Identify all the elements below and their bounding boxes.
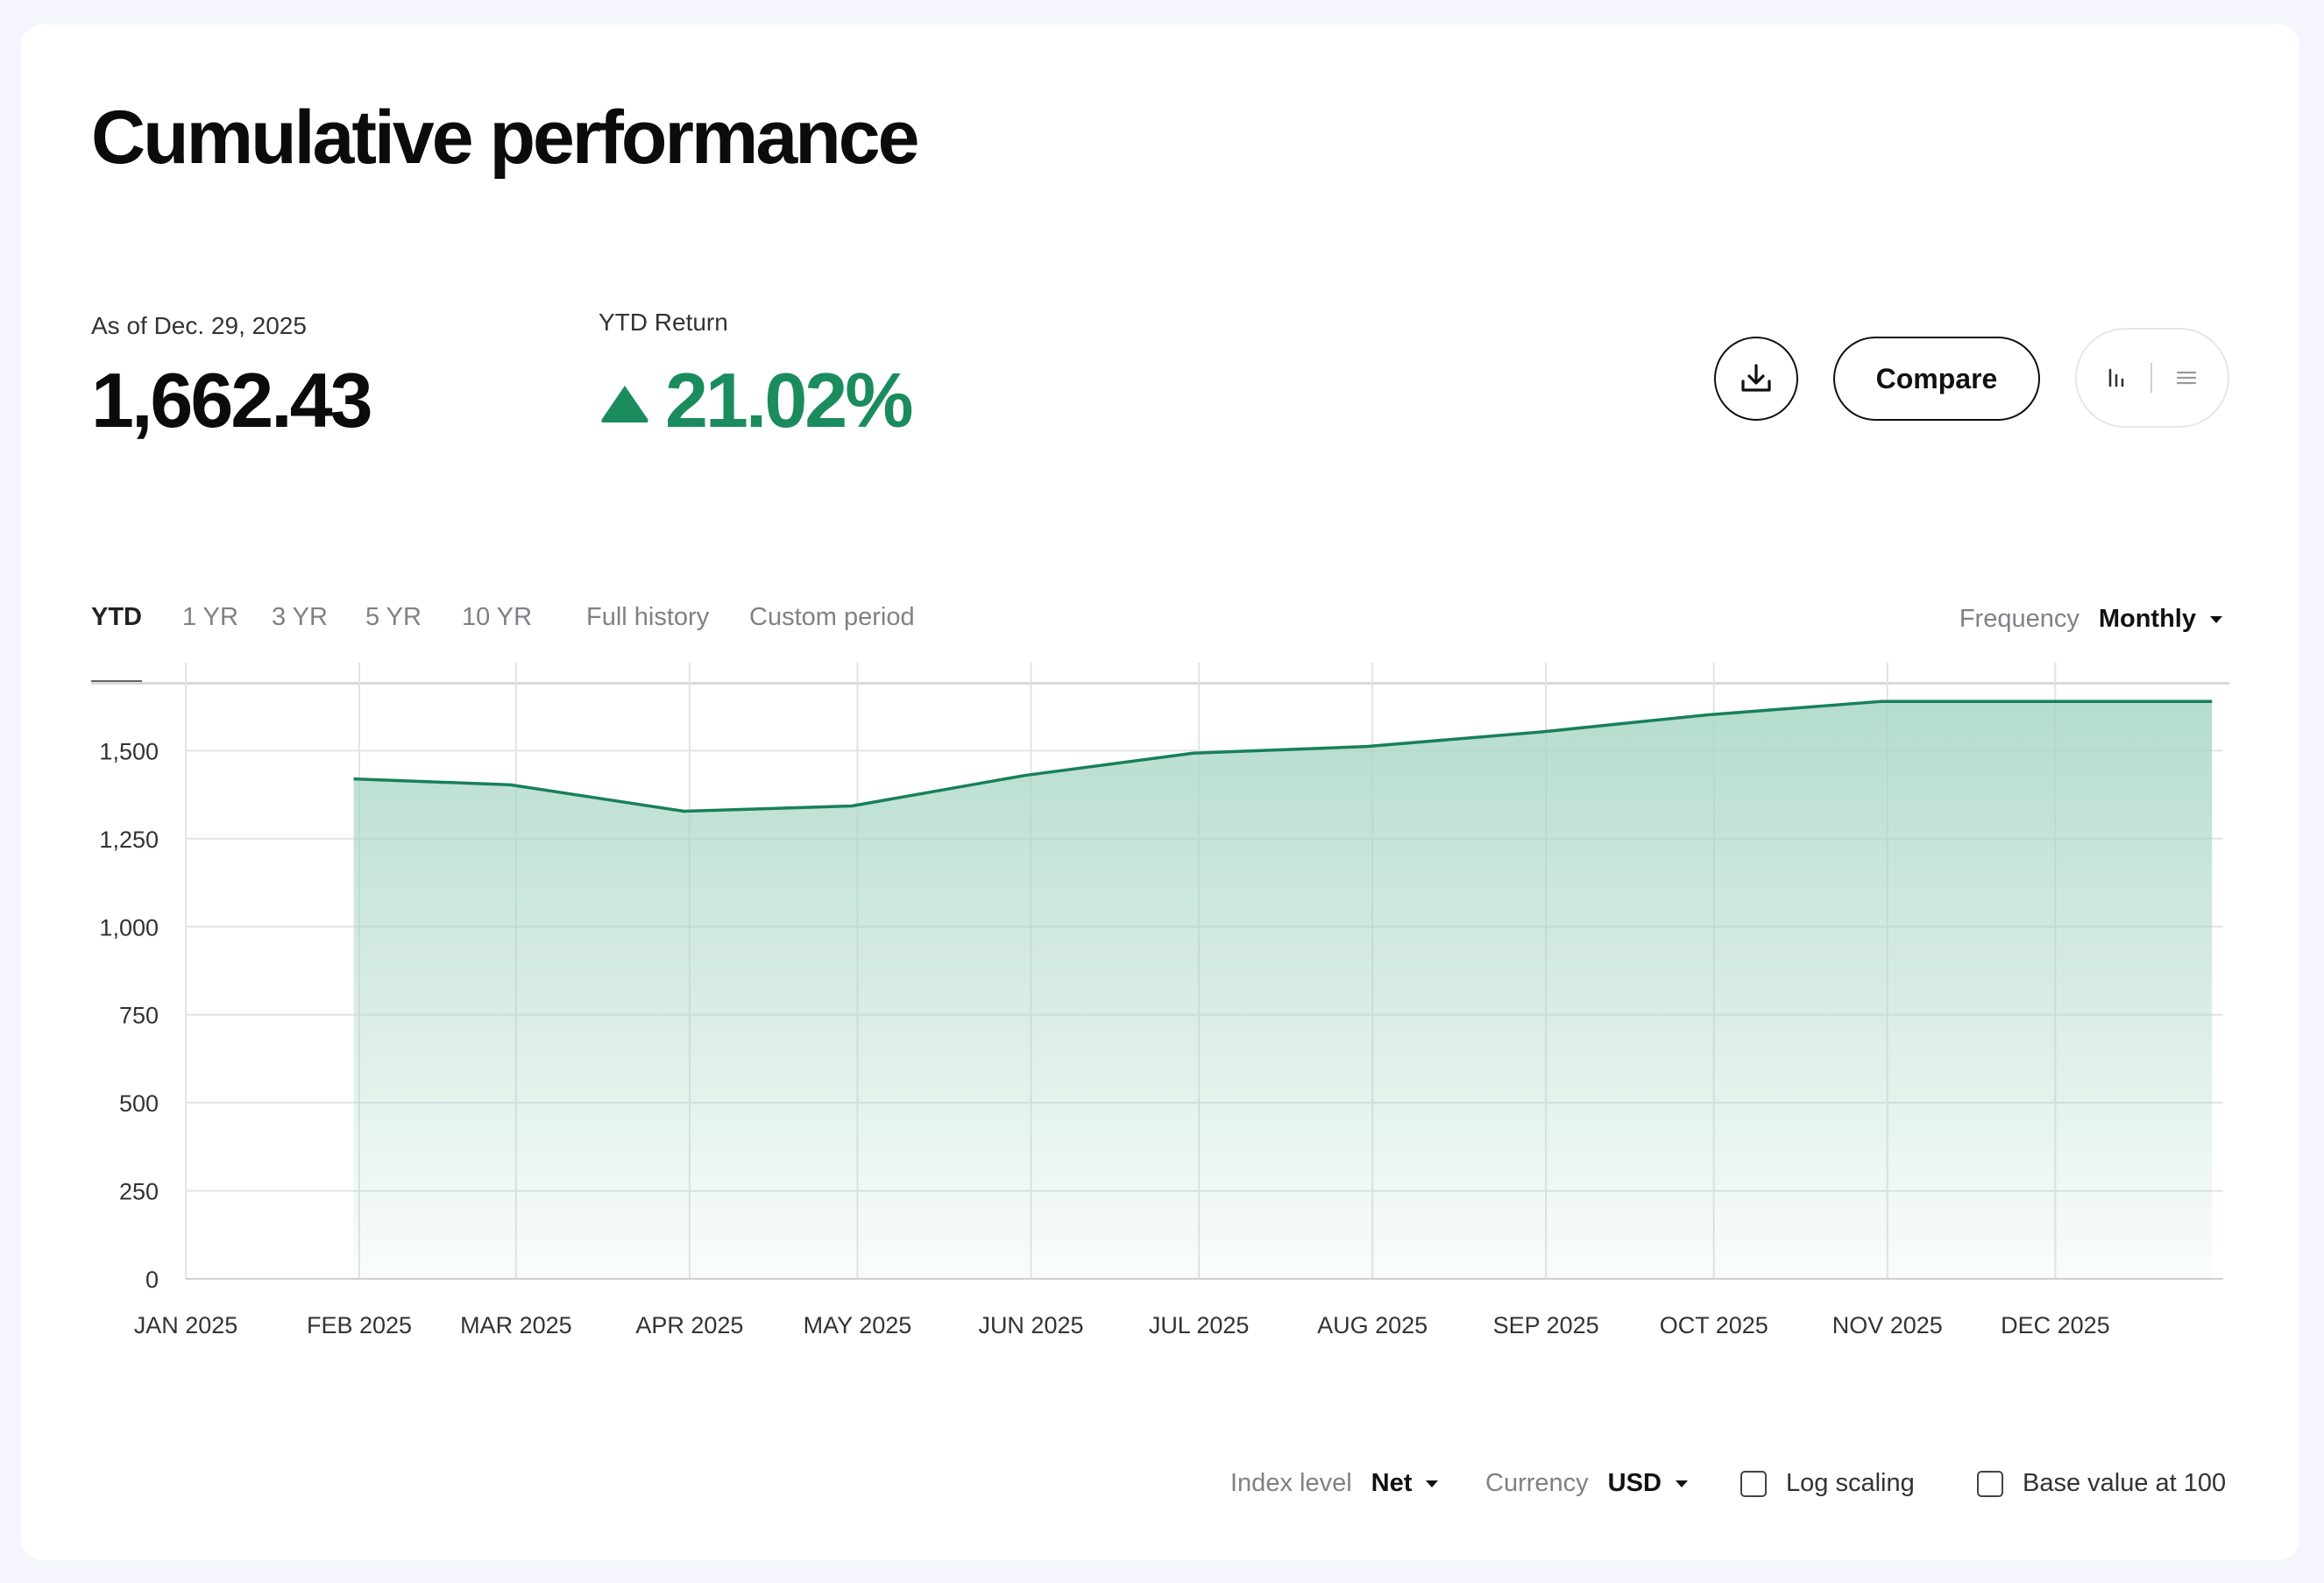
tab-ytd[interactable]: YTD [91, 603, 142, 631]
ytd-return-label: YTD Return [599, 309, 728, 336]
tab-1yr[interactable]: 1 YR [182, 603, 238, 631]
index-level-dropdown[interactable]: Net [1371, 1469, 1439, 1498]
x-tick-label: DEC 2025 [2001, 1312, 2110, 1338]
index-level-label: Index level [1230, 1469, 1352, 1497]
tab-full-history[interactable]: Full history [586, 603, 710, 631]
frequency-label: Frequency [1959, 605, 2080, 633]
chevron-down-icon [1426, 1480, 1439, 1487]
x-tick-label: MAR 2025 [460, 1312, 572, 1338]
tab-custom-period[interactable]: Custom period [749, 603, 915, 631]
y-tick-label: 500 [119, 1090, 159, 1117]
ytd-return: 21.02% [599, 356, 913, 445]
index-value: 1,662.43 [91, 357, 373, 444]
series-area [353, 701, 2213, 1279]
log-scaling-option: Log scaling [1740, 1469, 1915, 1498]
y-tick-label: 750 [119, 1003, 159, 1029]
x-tick-label: AUG 2025 [1317, 1312, 1428, 1338]
tabs-divider [91, 682, 2229, 685]
x-tick-label: FEB 2025 [307, 1312, 412, 1338]
y-tick-label: 1,500 [99, 738, 159, 764]
chevron-down-icon [1675, 1480, 1688, 1487]
frequency-control: Frequency Monthly [1959, 605, 2222, 634]
compare-button[interactable]: Compare [1833, 337, 2040, 421]
download-button[interactable] [1714, 337, 1798, 421]
chart-options: Index level Net Currency USD Log scaling… [21, 1469, 2299, 1504]
view-toggle [2075, 328, 2229, 428]
period-tabs: YTD 1 YR 3 YR 5 YR 10 YR Full history Cu… [91, 579, 2229, 685]
performance-chart: 0 250 500 750 1,000 1,250 1,500 JAN 2025 FEB 202… [99, 663, 2223, 1338]
page-title: Cumulative performance [91, 96, 919, 180]
x-tick-label: MAY 2025 [804, 1312, 912, 1338]
chevron-down-icon [2210, 615, 2222, 623]
tab-10yr[interactable]: 10 YR [462, 603, 533, 631]
list-icon [2176, 371, 2197, 385]
x-tick-label: JAN 2025 [134, 1312, 238, 1338]
base-value-checkbox[interactable] [1977, 1470, 2003, 1497]
chart-view-button[interactable] [2107, 367, 2128, 388]
frequency-dropdown[interactable]: Monthly [2099, 605, 2222, 634]
x-tick-label: JUL 2025 [1149, 1312, 1250, 1338]
table-view-button[interactable] [2175, 367, 2198, 388]
series-line [353, 699, 2213, 813]
bar-chart-icon [2108, 368, 2124, 387]
currency-dropdown[interactable]: USD [1608, 1469, 1688, 1498]
base-value-label: Base value at 100 [2023, 1469, 2227, 1497]
log-scaling-checkbox[interactable] [1740, 1470, 1767, 1497]
currency-label: Currency [1485, 1469, 1589, 1497]
currency-control: Currency USD [1485, 1469, 1688, 1498]
x-tick-label: JUN 2025 [978, 1312, 1083, 1338]
x-tick-label: OCT 2025 [1660, 1312, 1768, 1338]
y-tick-label: 0 [145, 1267, 159, 1293]
index-level-control: Index level Net [1230, 1469, 1439, 1498]
frequency-value: Monthly [2098, 605, 2196, 633]
x-tick-label: SEP 2025 [1493, 1312, 1599, 1338]
tab-5yr[interactable]: 5 YR [365, 603, 422, 631]
ytd-return-value: 21.02% [665, 357, 913, 444]
currency-value: USD [1607, 1469, 1662, 1497]
y-tick-label: 1,250 [99, 827, 159, 853]
arrow-up-icon [601, 386, 648, 422]
log-scaling-label: Log scaling [1786, 1469, 1915, 1497]
divider [2150, 363, 2152, 393]
base-value-option: Base value at 100 [1977, 1469, 2226, 1498]
performance-card: Cumulative performance As of Dec. 29, 20… [21, 25, 2299, 1560]
as-of-label: As of Dec. 29, 2025 [91, 312, 307, 339]
x-tick-label: NOV 2025 [1832, 1312, 1943, 1338]
download-icon [1741, 364, 1771, 392]
y-tick-label: 250 [119, 1179, 159, 1205]
tab-3yr[interactable]: 3 YR [272, 603, 328, 631]
y-tick-label: 1,000 [99, 914, 159, 941]
index-level-value: Net [1371, 1469, 1413, 1497]
x-tick-label: APR 2025 [635, 1312, 743, 1338]
